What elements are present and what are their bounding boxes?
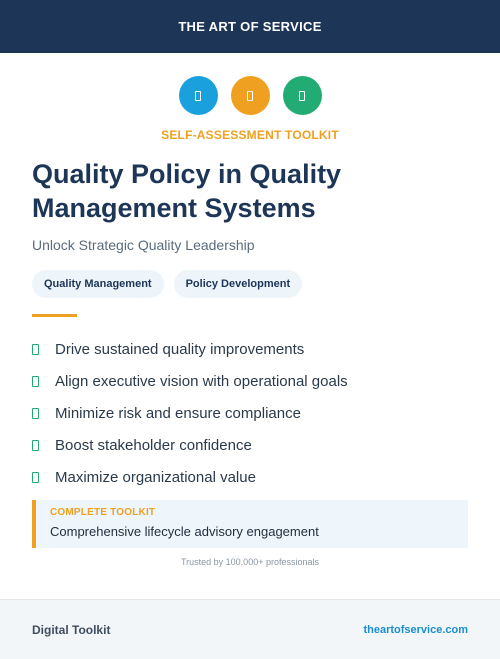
benefit-item: Align executive vision with operational … bbox=[32, 365, 348, 397]
benefit-item: Drive sustained quality improvements bbox=[32, 333, 348, 365]
document-icon bbox=[282, 76, 322, 115]
benefit-text: Boost stakeholder confidence bbox=[55, 436, 252, 454]
check-icon bbox=[32, 343, 39, 355]
document-icon bbox=[178, 76, 218, 115]
benefit-item: Maximize organizational value bbox=[32, 461, 348, 493]
website-link[interactable]: theartofservice.com bbox=[363, 623, 468, 636]
header-bar: THE ART OF SERVICE bbox=[0, 0, 500, 53]
tag-policy-development: Policy Development bbox=[173, 270, 303, 298]
accent-divider bbox=[32, 314, 77, 317]
benefit-text: Align executive vision with operational … bbox=[55, 372, 348, 390]
page-title: Quality Policy in Quality Management Sys… bbox=[32, 159, 342, 223]
tag-quality-management: Quality Management bbox=[32, 270, 164, 298]
tag-list: Quality Management Policy Development bbox=[32, 270, 303, 298]
check-icon bbox=[32, 439, 39, 451]
benefit-item: Minimize risk and ensure compliance bbox=[32, 397, 348, 429]
benefit-list: Drive sustained quality improvements Ali… bbox=[32, 333, 348, 493]
footer-label: Digital Toolkit bbox=[32, 622, 111, 637]
check-icon bbox=[32, 407, 39, 419]
footer: Digital Toolkit theartofservice.com bbox=[0, 599, 500, 659]
benefit-text: Drive sustained quality improvements bbox=[55, 340, 305, 358]
check-icon bbox=[32, 375, 39, 387]
benefit-item: Boost stakeholder confidence bbox=[32, 429, 348, 461]
brand-name: THE ART OF SERVICE bbox=[178, 19, 322, 34]
toolkit-callout: COMPLETE TOOLKIT Comprehensive lifecycle… bbox=[32, 500, 468, 548]
check-icon bbox=[32, 471, 39, 483]
document-icon bbox=[230, 76, 270, 115]
callout-label: COMPLETE TOOLKIT bbox=[50, 507, 156, 518]
icon-row bbox=[0, 76, 500, 115]
subtitle: Unlock Strategic Quality Leadership bbox=[32, 237, 255, 253]
callout-description: Comprehensive lifecycle advisory engagem… bbox=[50, 524, 319, 539]
benefit-text: Minimize risk and ensure compliance bbox=[55, 404, 301, 422]
trust-note: Trusted by 100,000+ professionals bbox=[180, 557, 319, 567]
kicker-label: SELF-ASSESSMENT TOOLKIT bbox=[161, 128, 339, 142]
benefit-text: Maximize organizational value bbox=[55, 468, 256, 486]
